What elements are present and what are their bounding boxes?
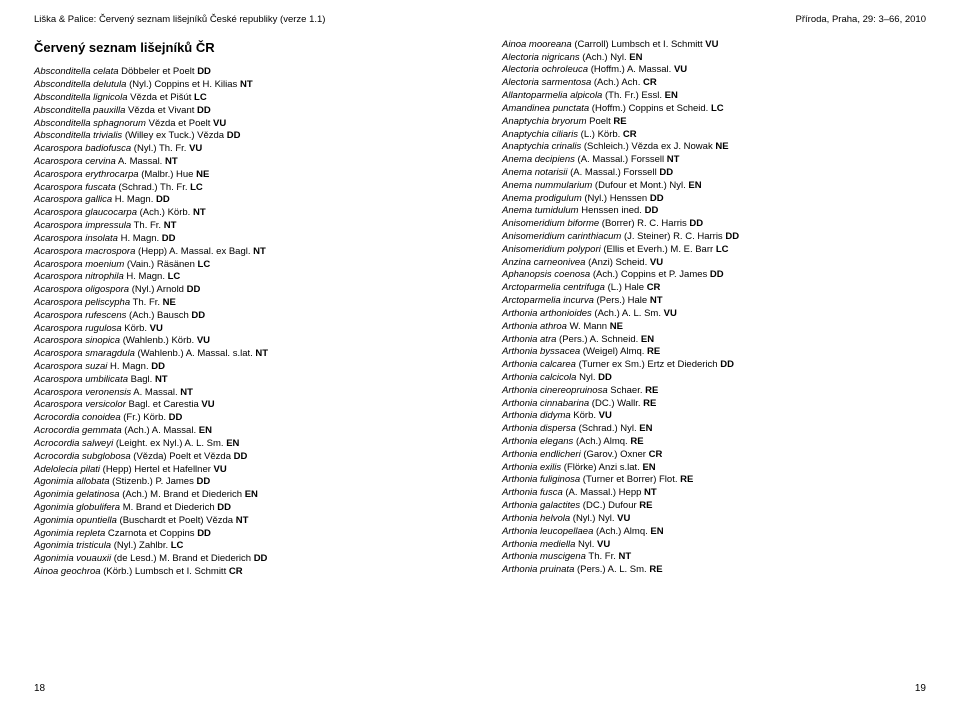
species-entry: Acarospora badiofusca (Nyl.) Th. Fr. VU	[34, 143, 458, 156]
species-entry: Anisomeridium biforme (Borrer) R. C. Har…	[502, 218, 926, 231]
species-entry: Arthonia byssacea (Weigel) Almq. RE	[502, 346, 926, 359]
species-entry: Arthonia leucopellaea (Ach.) Almq. EN	[502, 526, 926, 539]
species-entry: Acarospora sinopica (Wahlenb.) Körb. VU	[34, 335, 458, 348]
species-entry: Alectoria sarmentosa (Ach.) Ach. CR	[502, 77, 926, 90]
species-entry: Arctoparmelia incurva (Pers.) Hale NT	[502, 295, 926, 308]
header-right: Příroda, Praha, 29: 3–66, 2010	[502, 14, 926, 27]
species-entry: Agonimia allobata (Stizenb.) P. James DD	[34, 476, 458, 489]
species-entry: Acarospora cervina A. Massal. NT	[34, 156, 458, 169]
species-entry: Acrocordia salweyi (Leight. ex Nyl.) A. …	[34, 438, 458, 451]
species-entry: Allantoparmelia alpicola (Th. Fr.) Essl.…	[502, 90, 926, 103]
species-entry: Acarospora versicolor Bagl. et Carestia …	[34, 399, 458, 412]
species-entry: Acrocordia gemmata (Ach.) A. Massal. EN	[34, 425, 458, 438]
species-entry: Acarospora oligospora (Nyl.) Arnold DD	[34, 284, 458, 297]
species-entry: Absconditella trivialis (Willey ex Tuck.…	[34, 130, 458, 143]
species-entry: Absconditella delutula (Nyl.) Coppins et…	[34, 79, 458, 92]
species-entry: Anaptychia bryorum Poelt RE	[502, 116, 926, 129]
species-entry: Agonimia repleta Czarnota et Coppins DD	[34, 528, 458, 541]
species-entry: Arthonia muscigena Th. Fr. NT	[502, 551, 926, 564]
species-list-left: Absconditella celata Döbbeler et Poelt D…	[34, 66, 458, 693]
species-entry: Ainoa mooreana (Carroll) Lumbsch et I. S…	[502, 39, 926, 52]
species-entry: Acarospora gallica H. Magn. DD	[34, 194, 458, 207]
species-entry: Acarospora rufescens (Ach.) Bausch DD	[34, 310, 458, 323]
species-entry: Acarospora insolata H. Magn. DD	[34, 233, 458, 246]
species-entry: Arthonia calcicola Nyl. DD	[502, 372, 926, 385]
species-entry: Absconditella sphagnorum Vězda et Poelt …	[34, 118, 458, 131]
species-entry: Acarospora impressula Th. Fr. NT	[34, 220, 458, 233]
page-number-right: 19	[915, 682, 926, 696]
species-entry: Acarospora rugulosa Körb. VU	[34, 323, 458, 336]
species-entry: Acrocordia subglobosa (Vězda) Poelt et V…	[34, 451, 458, 464]
species-entry: Agonimia gelatinosa (Ach.) M. Brand et D…	[34, 489, 458, 502]
species-entry: Anema prodigulum (Nyl.) Henssen DD	[502, 193, 926, 206]
species-entry: Acarospora peliscypha Th. Fr. NE	[34, 297, 458, 310]
species-entry: Agonimia tristicula (Nyl.) Zahlbr. LC	[34, 540, 458, 553]
species-entry: Anisomeridium carinthiacum (J. Steiner) …	[502, 231, 926, 244]
species-entry: Aphanopsis coenosa (Ach.) Coppins et P. …	[502, 269, 926, 282]
species-entry: Arthonia cinereopruinosa Schaer. RE	[502, 385, 926, 398]
species-entry: Arthonia mediella Nyl. VU	[502, 539, 926, 552]
page-title: Červený seznam lišejníků ČR	[34, 39, 458, 57]
header-left: Liška & Palice: Červený seznam lišejníků…	[34, 14, 458, 27]
species-entry: Arthonia fusca (A. Massal.) Hepp NT	[502, 487, 926, 500]
species-entry: Arthonia exilis (Flörke) Anzi s.lat. EN	[502, 462, 926, 475]
species-entry: Anisomeridium polypori (Ellis et Everh.)…	[502, 244, 926, 257]
species-entry: Arthonia fuliginosa (Turner et Borrer) F…	[502, 474, 926, 487]
species-entry: Arthonia calcarea (Turner ex Sm.) Ertz e…	[502, 359, 926, 372]
species-entry: Agonimia globulifera M. Brand et Diederi…	[34, 502, 458, 515]
species-entry: Absconditella lignicola Vězda et Pišút L…	[34, 92, 458, 105]
page-right: Příroda, Praha, 29: 3–66, 2010 Ainoa moo…	[480, 0, 960, 707]
species-entry: Acarospora moenium (Vain.) Räsänen LC	[34, 259, 458, 272]
species-list-right: Ainoa mooreana (Carroll) Lumbsch et I. S…	[502, 39, 926, 693]
species-entry: Arthonia dispersa (Schrad.) Nyl. EN	[502, 423, 926, 436]
species-entry: Adelolecia pilati (Hepp) Hertel et Hafel…	[34, 464, 458, 477]
species-entry: Amandinea punctata (Hoffm.) Coppins et S…	[502, 103, 926, 116]
species-entry: Acarospora umbilicata Bagl. NT	[34, 374, 458, 387]
species-entry: Arthonia atra (Pers.) A. Schneid. EN	[502, 334, 926, 347]
species-entry: Arthonia endlicheri (Garov.) Oxner CR	[502, 449, 926, 462]
species-entry: Anzina carneonivea (Anzi) Scheid. VU	[502, 257, 926, 270]
species-entry: Anema decipiens (A. Massal.) Forssell NT	[502, 154, 926, 167]
species-entry: Anema notarisii (A. Massal.) Forssell DD	[502, 167, 926, 180]
species-entry: Acarospora erythrocarpa (Malbr.) Hue NE	[34, 169, 458, 182]
species-entry: Acarospora smaragdula (Wahlenb.) A. Mass…	[34, 348, 458, 361]
species-entry: Acarospora suzai H. Magn. DD	[34, 361, 458, 374]
page-number-left: 18	[34, 682, 45, 696]
species-entry: Anema tumidulum Henssen ined. DD	[502, 205, 926, 218]
species-entry: Acrocordia conoidea (Fr.) Körb. DD	[34, 412, 458, 425]
species-entry: Arthonia galactites (DC.) Dufour RE	[502, 500, 926, 513]
species-entry: Arthonia elegans (Ach.) Almq. RE	[502, 436, 926, 449]
page-left: Liška & Palice: Červený seznam lišejníků…	[0, 0, 480, 707]
species-entry: Absconditella celata Döbbeler et Poelt D…	[34, 66, 458, 79]
species-entry: Alectoria nigricans (Ach.) Nyl. EN	[502, 52, 926, 65]
species-entry: Arthonia helvola (Nyl.) Nyl. VU	[502, 513, 926, 526]
species-entry: Agonimia vouauxii (de Lesd.) M. Brand et…	[34, 553, 458, 566]
species-entry: Absconditella pauxilla Vězda et Vivant D…	[34, 105, 458, 118]
species-entry: Arctoparmelia centrifuga (L.) Hale CR	[502, 282, 926, 295]
species-entry: Acarospora fuscata (Schrad.) Th. Fr. LC	[34, 182, 458, 195]
species-entry: Alectoria ochroleuca (Hoffm.) A. Massal.…	[502, 64, 926, 77]
species-entry: Arthonia pruinata (Pers.) A. L. Sm. RE	[502, 564, 926, 577]
species-entry: Anaptychia crinalis (Schleich.) Vězda ex…	[502, 141, 926, 154]
species-entry: Agonimia opuntiella (Buschardt et Poelt)…	[34, 515, 458, 528]
species-entry: Acarospora nitrophila H. Magn. LC	[34, 271, 458, 284]
species-entry: Arthonia didyma Körb. VU	[502, 410, 926, 423]
species-entry: Acarospora macrospora (Hepp) A. Massal. …	[34, 246, 458, 259]
species-entry: Acarospora veronensis A. Massal. NT	[34, 387, 458, 400]
species-entry: Anaptychia ciliaris (L.) Körb. CR	[502, 129, 926, 142]
species-entry: Anema nummularium (Dufour et Mont.) Nyl.…	[502, 180, 926, 193]
species-entry: Arthonia athroa W. Mann NE	[502, 321, 926, 334]
species-entry: Acarospora glaucocarpa (Ach.) Körb. NT	[34, 207, 458, 220]
species-entry: Ainoa geochroa (Körb.) Lumbsch et I. Sch…	[34, 566, 458, 579]
species-entry: Arthonia arthonioides (Ach.) A. L. Sm. V…	[502, 308, 926, 321]
species-entry: Arthonia cinnabarina (DC.) Wallr. RE	[502, 398, 926, 411]
